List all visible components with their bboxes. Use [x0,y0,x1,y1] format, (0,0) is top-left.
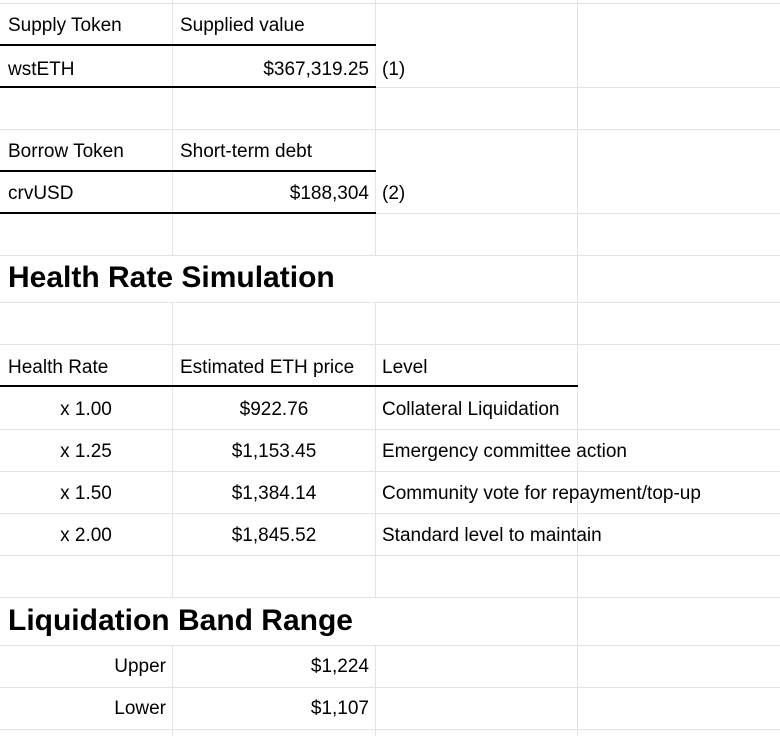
eth-price-cell[interactable]: $1,153.45 [231,441,317,462]
column-divider [172,0,173,736]
band-upper-label: Upper [114,656,166,677]
short-term-debt-header: Short-term debt [180,141,312,162]
row-border [0,86,376,88]
column-divider [375,0,376,736]
eth-price-cell[interactable]: $922.76 [239,399,309,420]
supply-token-header: Supply Token [8,15,122,36]
health-rate-title: Health Rate Simulation [8,261,335,294]
row-divider [0,344,780,345]
supplied-value-cell[interactable]: $367,319.25 [263,59,369,80]
borrow-token-header: Borrow Token [8,141,124,162]
row-divider [0,129,780,130]
column-divider [577,0,578,736]
row-divider [0,3,780,4]
health-rate-cell[interactable]: x 1.50 [60,483,112,504]
level-cell[interactable]: Collateral Liquidation [382,399,560,420]
row-divider [0,255,780,256]
eth-price-cell[interactable]: $1,384.14 [231,483,317,504]
row-divider [0,555,780,556]
row-divider [0,597,780,598]
eth-price-cell[interactable]: $1,845.52 [231,525,317,546]
row-border [0,212,376,214]
row-divider [0,302,780,303]
row-divider [0,87,780,88]
row-divider [0,471,780,472]
supplied-value-header: Supplied value [180,15,305,36]
band-upper-value[interactable]: $1,224 [310,656,369,677]
row-divider [0,513,780,514]
row-divider [0,213,780,214]
estimated-eth-price-column-header: Estimated ETH price [180,357,355,378]
liquidation-band-title: Liquidation Band Range [8,604,353,637]
borrow-token-cell[interactable]: crvUSD [8,183,74,204]
row-divider [0,429,780,430]
health-rate-cell[interactable]: x 1.00 [60,399,112,420]
header-border [0,44,376,46]
row-divider [0,645,780,646]
health-rate-cell[interactable]: x 1.25 [60,441,112,462]
health-rate-cell[interactable]: x 2.00 [60,525,112,546]
supply-token-cell[interactable]: wstETH [8,59,75,80]
level-cell[interactable]: Community vote for repayment/top-up [382,483,701,504]
health-rate-column-header: Health Rate [8,357,109,378]
row-divider [0,729,780,730]
supply-note: (1) [382,59,406,80]
level-cell[interactable]: Emergency committee action [382,441,627,462]
band-lower-value[interactable]: $1,107 [310,698,369,719]
short-term-debt-cell[interactable]: $188,304 [289,183,369,204]
band-lower-label: Lower [114,698,166,719]
borrow-note: (2) [382,183,406,204]
row-divider [0,687,780,688]
level-column-header: Level [382,357,428,378]
header-border [0,385,578,387]
level-cell[interactable]: Standard level to maintain [382,525,602,546]
header-border [0,170,376,172]
